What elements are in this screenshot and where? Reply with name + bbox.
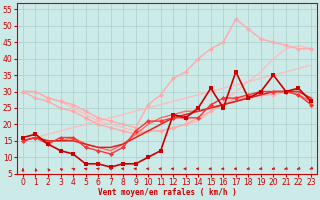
X-axis label: Vent moyen/en rafales ( km/h ): Vent moyen/en rafales ( km/h ) <box>98 188 236 197</box>
